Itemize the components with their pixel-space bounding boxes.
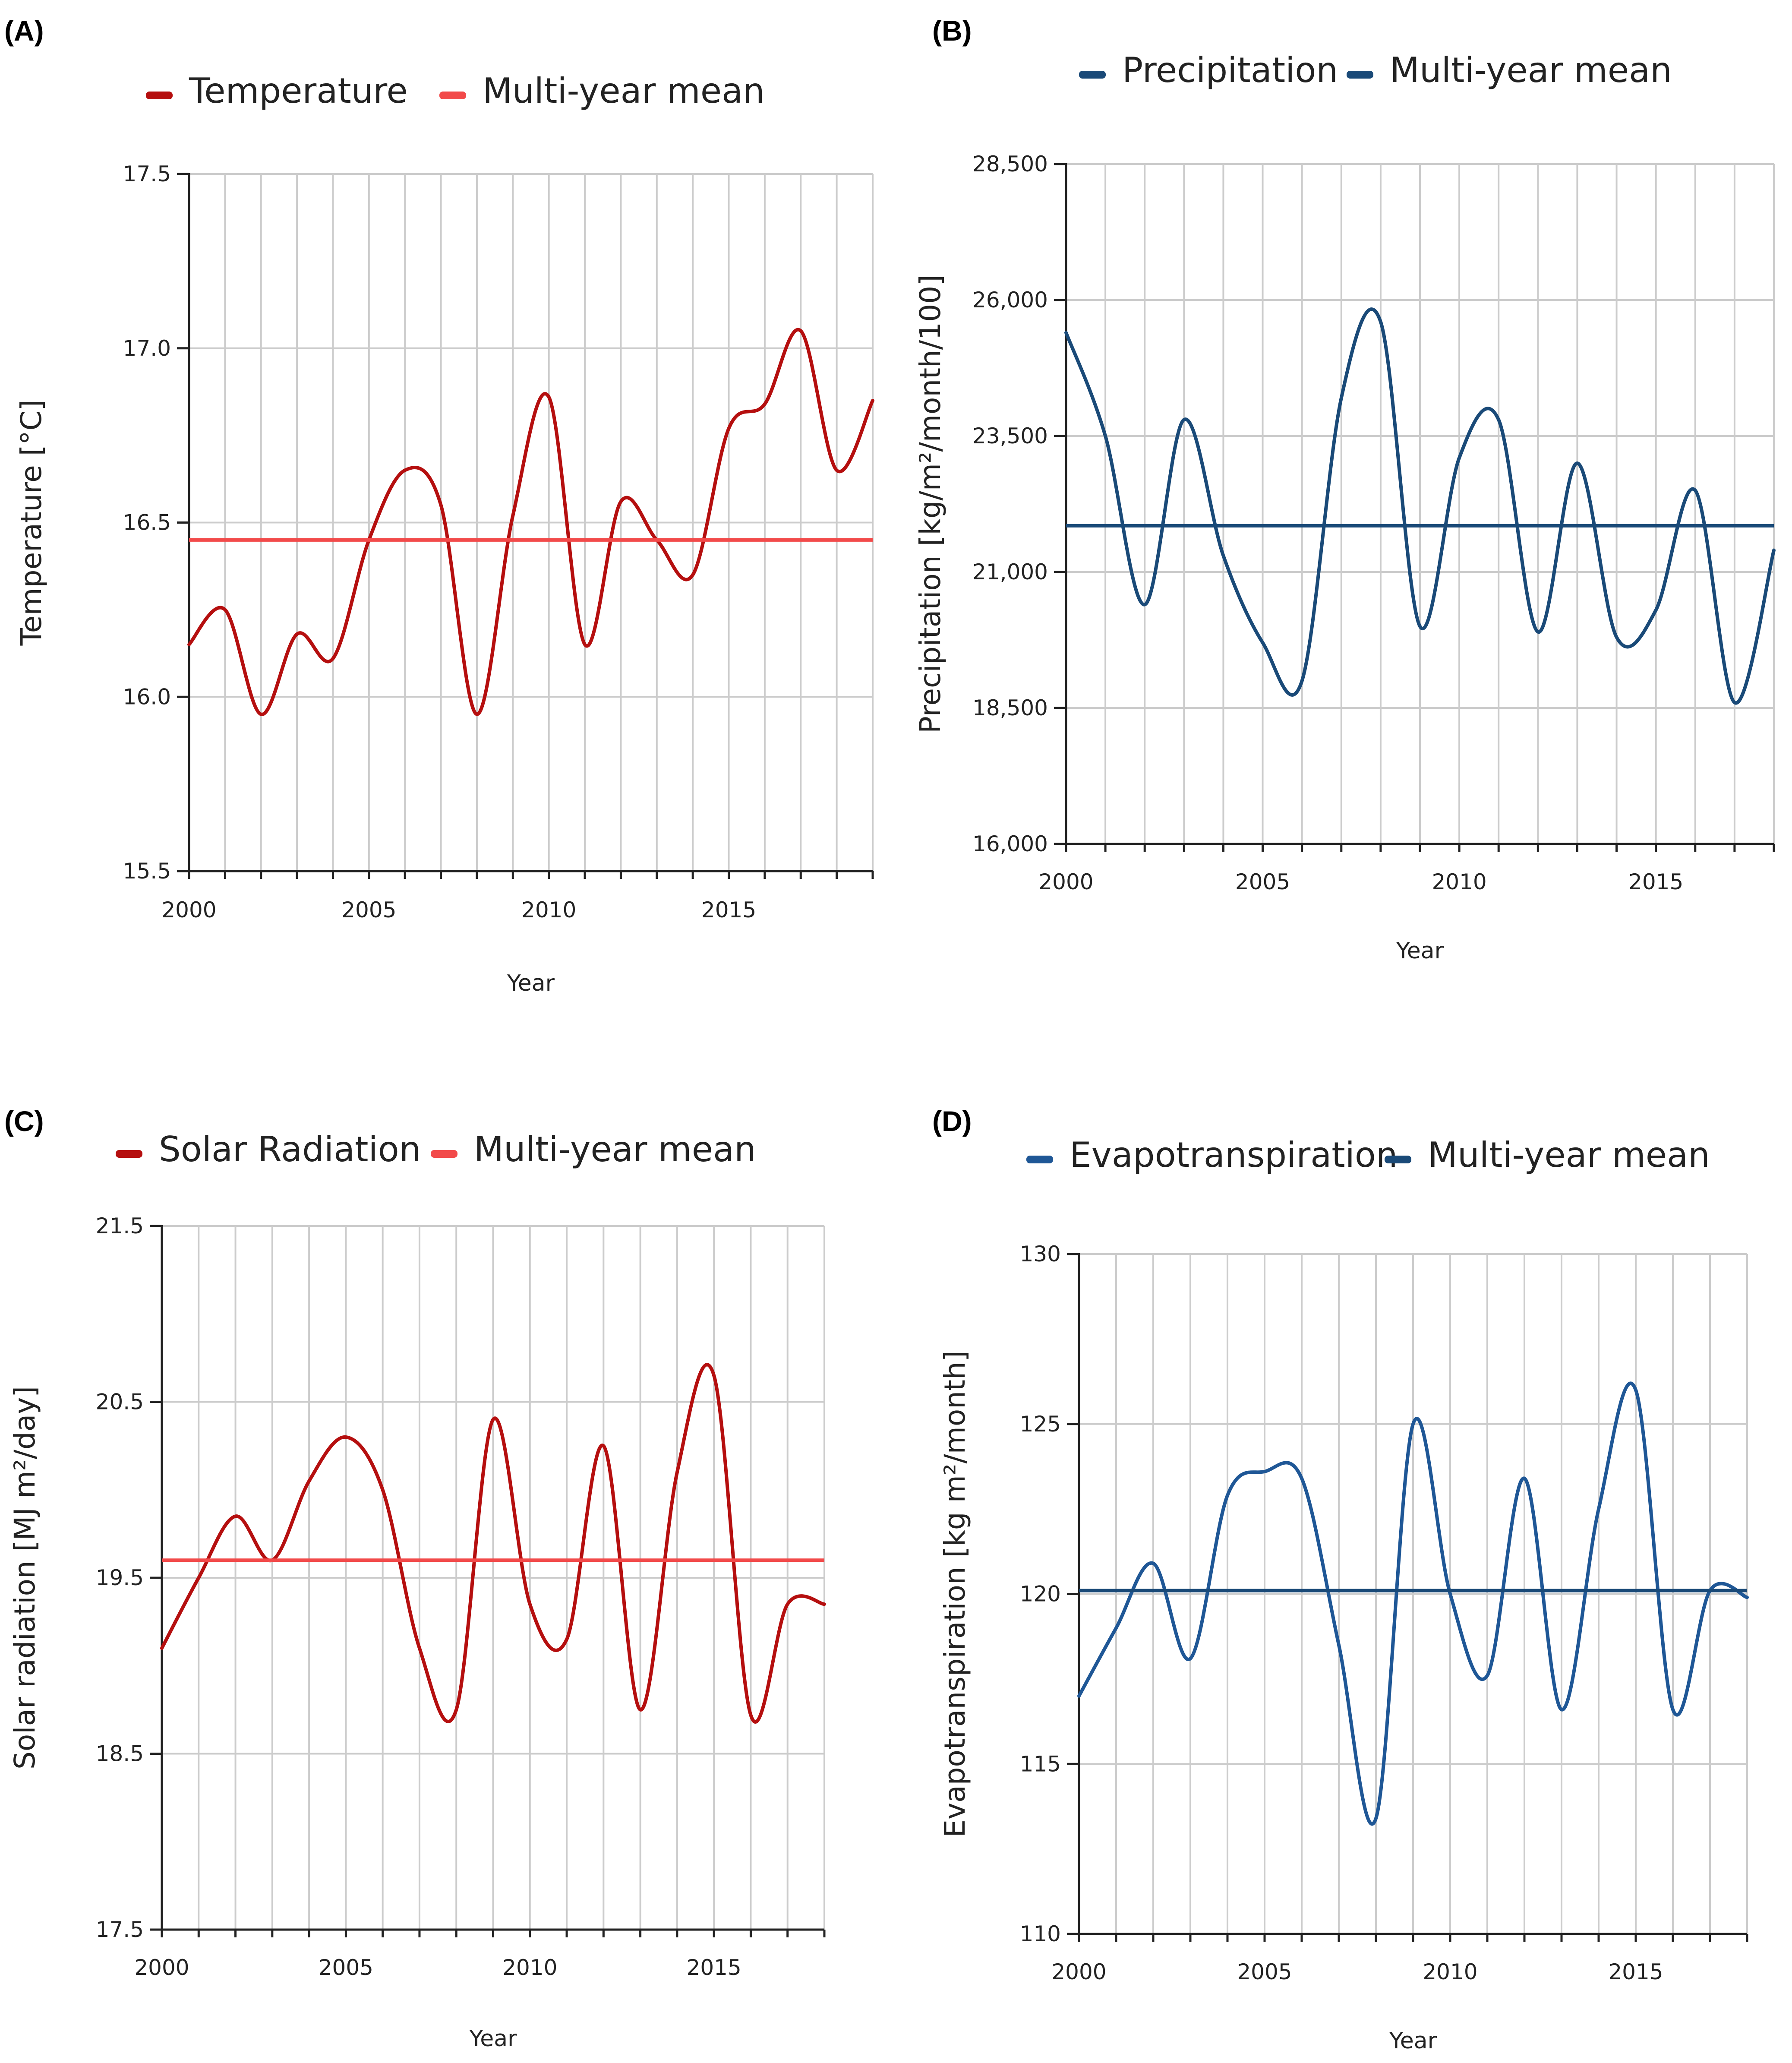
x-tick-label: 2015 <box>687 1955 741 1980</box>
x-axis-title: Year <box>1396 938 1444 964</box>
y-tick-label: 17.0 <box>123 336 171 361</box>
x-tick-label: 2015 <box>1608 1959 1663 1984</box>
legend-swatch <box>431 1150 457 1158</box>
series-line <box>160 1363 826 1724</box>
legend-label: Evapotranspiration <box>1070 1135 1398 1175</box>
y-tick-label: 21,000 <box>972 559 1048 584</box>
legend-swatch <box>146 92 173 99</box>
x-tick-label: 2000 <box>134 1955 189 1980</box>
x-tick-label: 2015 <box>1628 869 1683 894</box>
panel-1: (B) 16,000 18,500 21,000 23,500 26,000 28,500 2… <box>914 15 1776 964</box>
legend-label: Multi-year mean <box>1428 1135 1710 1175</box>
legend-label: Multi-year mean <box>474 1129 756 1169</box>
legend-label: Multi-year mean <box>483 71 765 111</box>
y-tick-label: 17.5 <box>96 1917 144 1942</box>
x-tick-label: 2010 <box>1432 869 1486 894</box>
x-tick-label: 2005 <box>1235 869 1290 894</box>
panel-label: (B) <box>932 15 972 47</box>
series-line <box>187 328 874 716</box>
y-tick-label: 15.5 <box>123 859 171 884</box>
y-tick-label: 21.5 <box>96 1213 144 1238</box>
y-tick-label: 26,000 <box>972 287 1048 313</box>
x-tick-label: 2000 <box>1051 1959 1106 1984</box>
y-axis-title: Temperature [°C] <box>15 400 48 646</box>
legend-swatch <box>1347 71 1373 79</box>
x-axis-title: Year <box>507 970 555 996</box>
y-axis-title: Precipitation [kg/m²/month/100] <box>914 275 947 733</box>
x-tick-label: 2010 <box>502 1955 557 1980</box>
x-tick-label: 2000 <box>161 897 216 923</box>
y-tick-label: 18,500 <box>972 695 1048 720</box>
y-tick-label: 20.5 <box>96 1390 144 1415</box>
series-line <box>1064 307 1776 705</box>
panel-label: (D) <box>932 1105 972 1137</box>
y-tick-label: 16,000 <box>972 831 1048 856</box>
panel-3: (D) 110 115 120 125 130 2000 2005 2010 2015 Evapot… <box>932 1105 1749 2054</box>
x-axis-title: Year <box>1389 2028 1437 2054</box>
legend-swatch <box>439 92 466 99</box>
panel-0: (A) 15.5 16.0 16.5 17.0 17.5 2000 2005 2010 2015 T… <box>4 15 874 996</box>
series-line <box>1077 1381 1749 1826</box>
legend-label: Temperature <box>189 71 408 111</box>
y-tick-label: 120 <box>1020 1582 1061 1607</box>
y-tick-label: 23,500 <box>972 423 1048 449</box>
y-tick-label: 115 <box>1020 1751 1061 1776</box>
panel-label: (A) <box>4 15 44 47</box>
y-axis-title: Solar radiation [MJ m²/day] <box>8 1386 41 1769</box>
y-tick-label: 16.0 <box>123 684 171 709</box>
legend-swatch <box>1026 1156 1053 1163</box>
legend-label: Multi-year mean <box>1390 50 1672 90</box>
x-tick-label: 2010 <box>521 897 576 923</box>
y-tick-label: 110 <box>1020 1921 1061 1946</box>
y-axis-title: Evapotranspiration [kg m²/month] <box>938 1350 972 1837</box>
y-tick-label: 130 <box>1020 1242 1061 1267</box>
y-tick-label: 17.5 <box>123 161 171 186</box>
x-tick-label: 2000 <box>1038 869 1093 894</box>
y-tick-label: 125 <box>1020 1412 1061 1437</box>
panel-2: (C) 17.5 18.5 19.5 20.5 21.5 2000 2005 2010 2015 S… <box>4 1105 826 2052</box>
legend-label: Solar Radiation <box>159 1129 421 1169</box>
legend-swatch <box>1079 71 1106 79</box>
x-tick-label: 2015 <box>701 897 756 923</box>
x-tick-label: 2005 <box>1237 1959 1292 1984</box>
legend-label: Precipitation <box>1122 50 1338 90</box>
x-tick-label: 2005 <box>341 897 396 923</box>
y-tick-label: 19.5 <box>96 1565 144 1590</box>
y-tick-label: 28,500 <box>972 152 1048 177</box>
x-tick-label: 2005 <box>319 1955 373 1980</box>
legend-swatch <box>116 1150 142 1158</box>
y-tick-label: 18.5 <box>96 1741 144 1766</box>
legend-swatch <box>1385 1156 1411 1163</box>
y-tick-label: 16.5 <box>123 510 171 535</box>
x-tick-label: 2010 <box>1423 1959 1477 1984</box>
x-axis-title: Year <box>469 2026 517 2052</box>
panel-label: (C) <box>4 1105 44 1137</box>
